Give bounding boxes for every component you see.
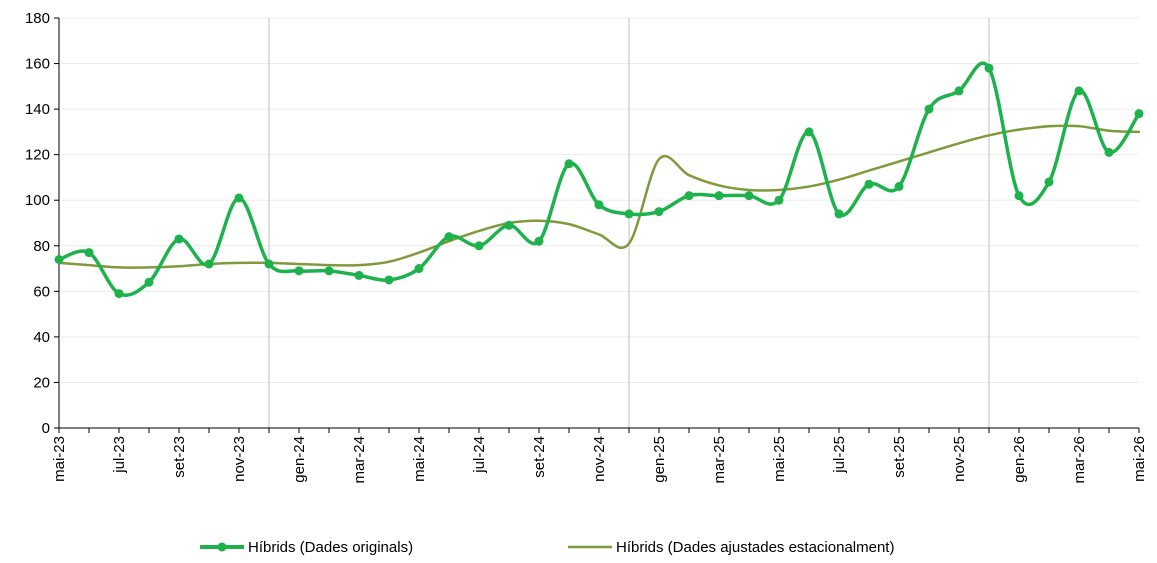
data-point: [114, 289, 124, 299]
y-tick-label: 120: [25, 147, 50, 164]
plot-area: [54, 61, 1144, 299]
data-point: [1104, 147, 1114, 157]
data-point: [834, 209, 844, 219]
data-point: [864, 179, 874, 189]
data-point: [714, 191, 724, 201]
legend-label-adjusted: Híbrids (Dades ajustades estacionalment): [616, 539, 894, 556]
year-separators: [268, 18, 990, 428]
y-tick-label: 160: [25, 56, 50, 73]
data-point: [624, 209, 634, 219]
x-tick-label: set-24: [531, 436, 548, 478]
y-tick-label: 180: [25, 10, 50, 27]
data-point: [924, 104, 934, 114]
data-point: [54, 254, 64, 264]
data-point: [594, 200, 604, 210]
x-tick-label: mar-25: [711, 436, 728, 484]
x-axis-ticks: mai-23 jul-23 set-23 nov-23 gen-24 mar-24 mai-…: [51, 428, 1148, 484]
data-point: [1044, 177, 1054, 187]
legend-label-original: Híbrids (Dades originals): [248, 539, 413, 556]
x-tick-label: set-25: [891, 436, 908, 478]
y-tick-label: 0: [42, 420, 50, 437]
data-point: [744, 191, 754, 201]
data-point: [804, 127, 814, 137]
data-point: [534, 236, 544, 246]
x-tick-label: mar-24: [351, 436, 368, 484]
legend-item-adjusted: Híbrids (Dades ajustades estacionalment): [568, 539, 894, 556]
series-1: [57, 124, 1141, 269]
data-point: [474, 241, 484, 251]
y-axis-ticks: 0 20 40 60 80 100 120 140 160 180: [25, 10, 59, 437]
legend: Híbrids (Dades originals) Híbrids (Dades…: [200, 539, 894, 556]
data-point: [414, 264, 424, 274]
y-tick-label: 60: [33, 283, 50, 300]
y-tick-label: 20: [33, 374, 50, 391]
series-line: [57, 124, 1141, 269]
x-tick-label: mai-23: [51, 436, 68, 482]
data-point: [384, 275, 394, 285]
data-point: [294, 266, 304, 276]
data-point: [774, 195, 784, 205]
x-tick-label: mai-24: [411, 436, 428, 482]
x-tick-label: nov-23: [231, 436, 248, 482]
data-point: [1014, 191, 1024, 201]
x-tick-label: nov-24: [591, 436, 608, 482]
data-point: [354, 270, 364, 280]
y-tick-label: 40: [33, 329, 50, 346]
data-point: [84, 248, 94, 258]
x-tick-label: nov-25: [951, 436, 968, 482]
gridlines: [59, 17, 1139, 383]
data-point: [564, 159, 574, 169]
data-point: [1074, 86, 1084, 96]
data-point: [654, 207, 664, 217]
axes: [58, 18, 1139, 429]
data-point: [324, 266, 334, 276]
data-point: [264, 259, 274, 269]
x-tick-label: set-23: [171, 436, 188, 478]
x-tick-label: jul-24: [471, 436, 488, 474]
x-tick-label: mai-25: [771, 436, 788, 482]
data-point: [954, 86, 964, 96]
series-line: [57, 61, 1141, 297]
x-tick-label: gen-24: [291, 436, 308, 483]
x-tick-label: gen-26: [1011, 436, 1028, 483]
data-point: [174, 234, 184, 244]
x-tick-label: mai-26: [1131, 436, 1148, 482]
data-point: [504, 220, 514, 230]
data-point: [684, 191, 694, 201]
x-tick-label: jul-25: [831, 436, 848, 474]
data-point: [444, 232, 454, 242]
x-tick-label: mar-26: [1071, 436, 1088, 484]
x-tick-label: gen-25: [651, 436, 668, 483]
series-0: [54, 61, 1144, 299]
y-tick-label: 100: [25, 192, 50, 209]
data-point: [1134, 109, 1144, 119]
y-tick-label: 140: [25, 101, 50, 118]
data-point: [894, 182, 904, 192]
y-tick-label: 80: [33, 238, 50, 255]
data-point: [144, 277, 154, 287]
x-tick-label: jul-23: [111, 436, 128, 474]
legend-item-original: Híbrids (Dades originals): [200, 539, 413, 556]
legend-marker-original: [217, 542, 227, 552]
data-point: [234, 193, 244, 203]
data-point: [984, 63, 994, 73]
data-point: [204, 259, 214, 269]
